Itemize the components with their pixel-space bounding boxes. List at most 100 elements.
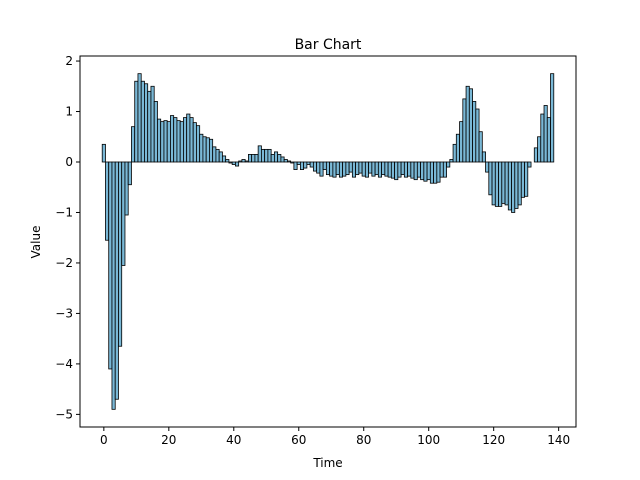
bar: [465, 85, 470, 163]
bar: [342, 161, 347, 177]
bar: [462, 98, 467, 163]
x-tick-label: 120: [482, 433, 505, 447]
bar: [452, 143, 457, 163]
y-tick-label: −5: [55, 407, 73, 421]
bar: [303, 161, 308, 169]
bar: [426, 161, 431, 181]
bar: [231, 161, 236, 165]
chart-title: Bar Chart: [295, 37, 362, 53]
bar: [351, 161, 357, 178]
bar: [384, 161, 389, 177]
bar: [286, 160, 292, 163]
bar: [319, 161, 324, 177]
bar: [368, 161, 373, 174]
bar: [209, 138, 214, 163]
bar: [472, 101, 477, 163]
bar: [215, 148, 220, 163]
bar: [381, 161, 386, 176]
bar: [446, 161, 451, 168]
bar: [348, 161, 353, 173]
bar: [423, 161, 428, 182]
y-tick-label: −4: [55, 357, 73, 371]
bar: [338, 161, 344, 178]
bar: [312, 161, 318, 172]
bar: [111, 161, 116, 410]
x-tick-label: 0: [100, 433, 108, 447]
bar: [413, 161, 418, 181]
bar: [157, 118, 162, 163]
bar: [494, 161, 499, 207]
bar: [241, 159, 246, 163]
bar: [189, 117, 194, 163]
bar: [261, 148, 266, 163]
bar: [449, 159, 454, 163]
bar: [433, 161, 438, 184]
bar: [436, 161, 441, 183]
bar: [361, 161, 366, 177]
bar: [179, 121, 184, 163]
bar: [533, 147, 538, 163]
bar: [455, 133, 460, 163]
bar: [134, 80, 139, 163]
bar: [504, 161, 509, 206]
x-tick-label: 100: [417, 433, 440, 447]
bar: [355, 161, 360, 176]
y-tick-label: −1: [55, 205, 73, 219]
bar: [101, 143, 106, 163]
x-tick-label: 40: [226, 433, 241, 447]
bar: [397, 161, 402, 178]
bar: [267, 148, 272, 163]
bar: [202, 136, 207, 163]
y-tick-label: −3: [55, 306, 73, 320]
bar: [257, 145, 262, 163]
bar: [127, 161, 132, 186]
bar: [322, 161, 327, 170]
bar: [478, 131, 483, 163]
bar: [501, 161, 506, 204]
bar: [222, 155, 227, 163]
bar: [537, 136, 542, 163]
bar: [527, 161, 532, 168]
bar: [543, 105, 548, 163]
bar: [481, 151, 486, 163]
bar: [442, 161, 447, 178]
x-tick-label: 60: [291, 433, 306, 447]
bar: [329, 161, 334, 177]
bar: [364, 161, 370, 178]
bar: [498, 161, 503, 207]
bar: [296, 161, 301, 165]
x-axis-label: Time: [312, 456, 342, 470]
bar: [332, 161, 337, 178]
bar: [160, 121, 165, 163]
bar: [325, 161, 331, 176]
y-axis-label: Value: [29, 226, 43, 259]
bar: [429, 161, 434, 184]
bar: [459, 121, 464, 163]
bar: [511, 161, 516, 213]
bar: [173, 117, 178, 163]
bar: [150, 85, 155, 163]
bar: [475, 108, 480, 163]
axes-frame: [79, 55, 577, 428]
bar: [205, 137, 210, 163]
bar: [121, 161, 126, 266]
y-tick-label: 2: [65, 54, 73, 68]
bar: [280, 156, 285, 163]
bar: [163, 120, 168, 163]
bar: [228, 161, 233, 164]
bar: [550, 73, 555, 163]
bar: [144, 83, 149, 163]
bar: [420, 161, 425, 181]
bar: [400, 161, 405, 176]
bar: [390, 161, 395, 179]
bar: [316, 161, 321, 174]
x-tick-label: 80: [356, 433, 371, 447]
bar: [416, 161, 421, 178]
bar: [520, 161, 525, 198]
bar: [306, 161, 311, 165]
bar: [176, 120, 181, 163]
bar: [183, 117, 188, 163]
bar: [468, 88, 473, 163]
bar: [277, 154, 282, 163]
bar: [108, 161, 113, 370]
